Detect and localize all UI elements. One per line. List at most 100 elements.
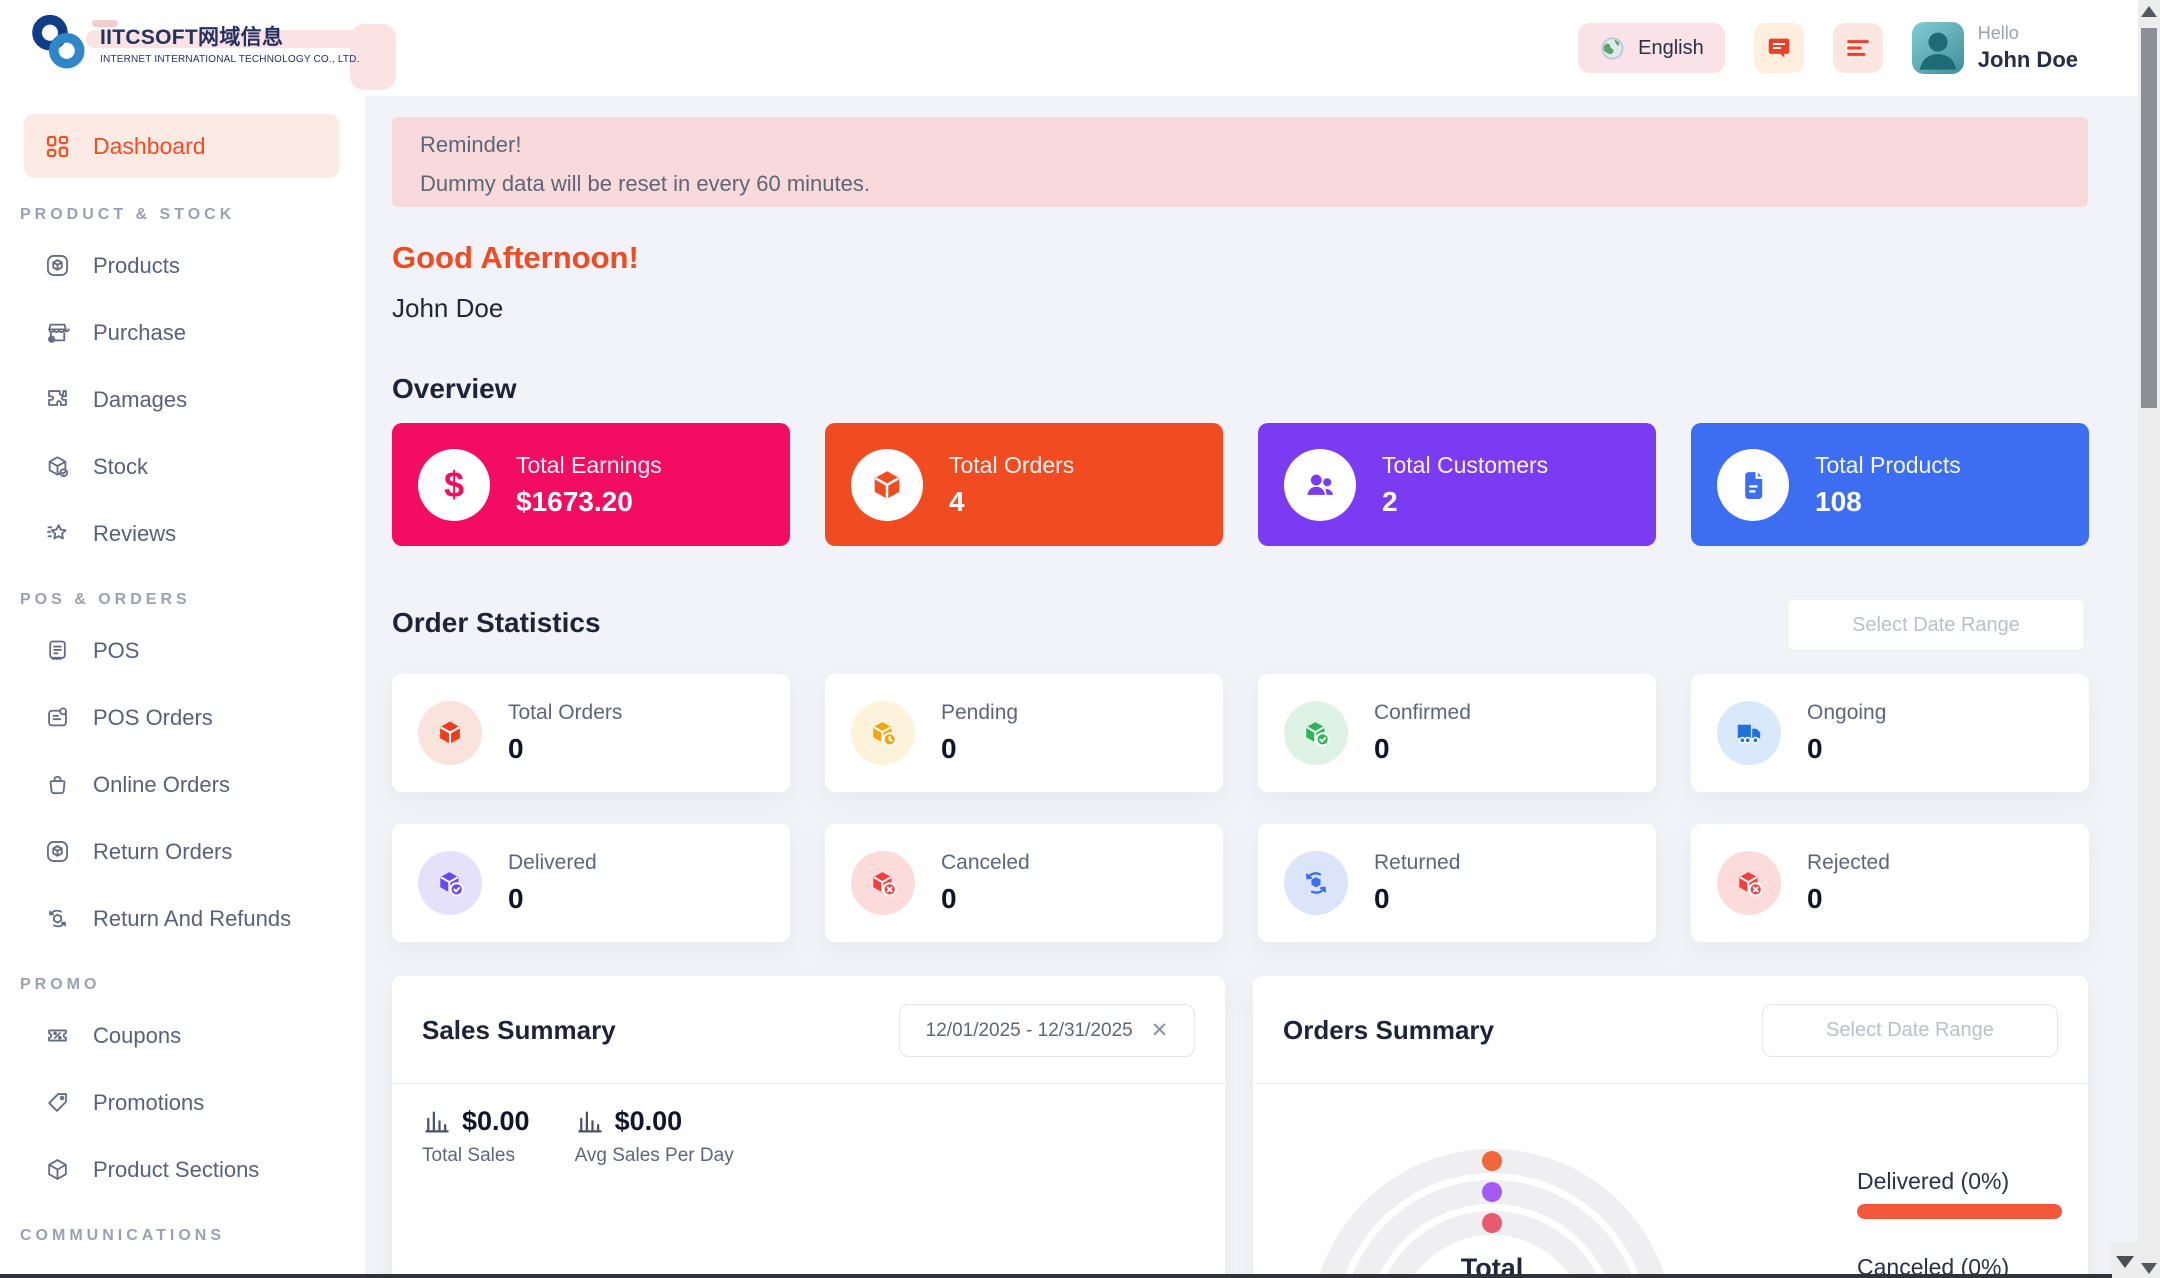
logo-highlight-decoration [92, 20, 118, 27]
notifications-button[interactable] [1753, 23, 1804, 73]
dashboard-grid-icon [46, 135, 69, 157]
stat-value: 0 [508, 733, 524, 764]
window-bottom-edge [0, 1274, 2112, 1278]
stat-card-delivered: Delivered 0 [392, 824, 790, 942]
total-customers-card[interactable]: Total Customers 2 [1258, 423, 1656, 546]
sales-date-range-input[interactable]: 12/01/2025 - 12/31/2025 ✕ [899, 1004, 1195, 1057]
logo-infinity-icon [32, 14, 85, 69]
sales-summary-heading: Sales Summary [422, 1015, 616, 1045]
company-logo[interactable]: IITCSOFT网域信息 INTERNET INTERNATIONAL TECH… [28, 10, 360, 76]
user-menu[interactable]: Hello John Doe [1911, 22, 2078, 74]
clear-date-icon[interactable]: ✕ [1150, 1019, 1169, 1042]
language-label: English [1638, 36, 1704, 59]
stat-value: 0 [1807, 733, 1823, 764]
reminder-banner: Reminder! Dummy data will be reset in ev… [392, 117, 2088, 207]
canceled-dot [1482, 1182, 1502, 1202]
vertical-scrollbar[interactable] [2138, 0, 2160, 1278]
sidebar-item-label: Product Sections [93, 1156, 260, 1182]
sidebar-item-label: Dashboard [93, 132, 206, 159]
scroll-up-arrow-icon[interactable] [2141, 6, 2157, 17]
sidebar-item-return-and-refunds[interactable]: Return And Refunds [0, 885, 365, 952]
cube-icon [48, 1159, 67, 1180]
stat-card-rejected: Rejected 0 [1691, 824, 2089, 942]
scroll-down-arrow-icon[interactable] [2116, 1256, 2134, 1268]
total-products-card[interactable]: Total Products 108 [1691, 423, 2089, 546]
stat-value: 0 [941, 883, 957, 914]
customers-icon [1284, 448, 1356, 521]
total-earnings-card[interactable]: $ Total Earnings $1673.20 [392, 423, 790, 546]
total-orders-card[interactable]: Total Orders 4 [825, 423, 1223, 546]
stat-value: $0.00 [462, 1106, 530, 1136]
sidebar-item-dashboard[interactable]: Dashboard [24, 114, 339, 178]
stat-value: 0 [1374, 883, 1390, 914]
sidebar-item-damages[interactable]: Damages [0, 366, 365, 433]
greeting-user-name: John Doe [392, 293, 504, 323]
card-label: Total Orders [949, 451, 1075, 478]
sidebar-item-return-orders[interactable]: Return Orders [0, 818, 365, 885]
sidebar-item-pos-orders[interactable]: POS Orders [0, 684, 365, 751]
stat-card-returned: Returned 0 [1258, 824, 1656, 942]
sidebar-item-label: Products [93, 252, 180, 278]
cube-x-icon [1717, 851, 1781, 915]
star-review-icon [47, 524, 67, 540]
cube-check-icon [1284, 701, 1348, 765]
sidebar-item-label: Reviews [93, 520, 177, 546]
bar-chart-icon [425, 1111, 449, 1132]
stat-value: 0 [941, 733, 957, 764]
card-value: $1673.20 [516, 485, 633, 517]
order-stats-row-2: Delivered 0 Canceled 0 [392, 824, 2089, 942]
sidebar-section-title: PROMO [20, 976, 101, 993]
reminder-title: Reminder! [420, 132, 522, 157]
stat-card-pending: Pending 0 [825, 674, 1223, 792]
sidebar-item-label: Return Orders [93, 838, 233, 864]
logo-highlight-decoration [86, 30, 386, 48]
date-range-placeholder: Select Date Range [1826, 1019, 1994, 1041]
sidebar-item-products[interactable]: Products [0, 232, 365, 299]
orders-date-range-input[interactable]: Select Date Range [1762, 1004, 2058, 1057]
stat-label: Returned [1374, 851, 1461, 874]
delivered-progress-bar [1857, 1204, 2062, 1219]
stat-card-ongoing: Ongoing 0 [1691, 674, 2089, 792]
sidebar-item-online-orders[interactable]: Online Orders [0, 751, 365, 818]
language-selector[interactable]: English [1578, 23, 1725, 73]
sidebar-item-product-sections[interactable]: Product Sections [0, 1136, 365, 1203]
sidebar-item-label: Promotions [93, 1089, 205, 1115]
sidebar-item-promotions[interactable]: Promotions [0, 1069, 365, 1136]
stat-label: Ongoing [1807, 701, 1887, 724]
truck-icon [1717, 701, 1781, 765]
legend-delivered: Delivered (0%) [1857, 1168, 2010, 1194]
sidebar-item-reviews[interactable]: Reviews [0, 500, 365, 567]
stat-label: Avg Sales Per Day [574, 1145, 734, 1166]
delivered-dot [1482, 1151, 1502, 1171]
order-stats-date-range-input[interactable]: Select Date Range [1787, 599, 2085, 651]
activity-menu-button[interactable] [1832, 23, 1883, 73]
dollar-icon: $ [418, 448, 490, 521]
card-label: Total Products [1815, 451, 1961, 478]
scrollbar-thumb[interactable] [2141, 28, 2157, 408]
stat-card-total-orders: Total Orders 0 [392, 674, 790, 792]
stat-label: Total Sales [422, 1145, 515, 1166]
order-statistics-heading: Order Statistics [392, 607, 601, 638]
sidebar-item-coupons[interactable]: Coupons [0, 1002, 365, 1069]
cube-icon [418, 701, 482, 765]
globe-icon [1601, 37, 1624, 59]
stat-label: Rejected [1807, 851, 1890, 874]
logo-highlight-decoration [350, 24, 396, 90]
sidebar-item-pos[interactable]: POS [0, 617, 365, 684]
stat-label: Confirmed [1374, 701, 1471, 724]
sidebar-item-purchase[interactable]: Purchase [0, 299, 365, 366]
date-range-value: 12/01/2025 - 12/31/2025 [925, 1019, 1133, 1041]
scroll-down-arrow-icon[interactable] [2141, 1263, 2157, 1274]
person-silhouette-icon [1919, 32, 1956, 70]
header-user-name: John Doe [1977, 47, 2078, 72]
reminder-message: Dummy data will be reset in every 60 min… [420, 171, 870, 196]
sidebar-item-stock[interactable]: Stock [0, 433, 365, 500]
top-header: IITCSOFT网域信息 INTERNET INTERNATIONAL TECH… [0, 0, 2138, 96]
sidebar-section-title: POS & ORDERS [20, 591, 191, 608]
sidebar-item-label: POS [93, 637, 140, 663]
card-label: Total Earnings [516, 451, 662, 478]
total-sales-stat: $0.00 Total Sales [422, 1106, 530, 1167]
scrollbar-corner [2110, 1242, 2138, 1278]
promo-tag-icon [48, 1093, 67, 1112]
